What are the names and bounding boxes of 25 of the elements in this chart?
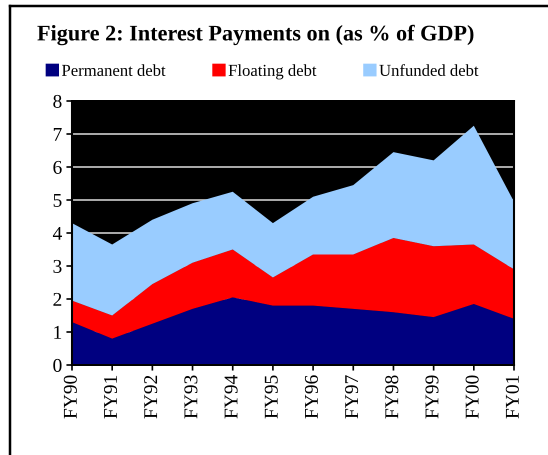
y-tick-label: 3 bbox=[53, 260, 62, 273]
x-tick-label: FY92 bbox=[144, 376, 158, 418]
x-tick-label: FY97 bbox=[345, 375, 358, 418]
x-tick-label: FY01 bbox=[506, 376, 519, 418]
chart-title: Figure 2: Interest Payments on (as % of GDP) bbox=[37, 24, 474, 46]
x-tick-label: FY99 bbox=[425, 376, 439, 418]
x-tick-label: FY98 bbox=[385, 375, 398, 418]
x-tick-label: FY96 bbox=[304, 375, 318, 418]
x-tick-label: FY94 bbox=[224, 375, 238, 418]
x-tick-label: FY90 bbox=[64, 375, 77, 418]
x-tick-label: FY95 bbox=[264, 375, 278, 418]
x-tick-label: FY93 bbox=[184, 375, 198, 418]
y-tick-label: 8 bbox=[53, 94, 62, 108]
legend-label: Floating debt bbox=[228, 64, 316, 80]
y-tick-label: 4 bbox=[52, 226, 62, 240]
y-tick-label: 2 bbox=[53, 292, 62, 306]
legend-label: Unfunded debt bbox=[379, 64, 478, 76]
y-tick-label: 6 bbox=[53, 160, 62, 174]
x-tick-label: FY00 bbox=[466, 375, 479, 418]
y-tick-label: 1 bbox=[54, 326, 62, 339]
y-tick-label: 7 bbox=[54, 128, 62, 141]
y-tick-label: 0 bbox=[53, 358, 62, 372]
y-tick-label: 5 bbox=[54, 194, 62, 207]
x-tick-label: FY91 bbox=[104, 376, 118, 418]
legend-label: Permanent debt bbox=[62, 64, 166, 76]
